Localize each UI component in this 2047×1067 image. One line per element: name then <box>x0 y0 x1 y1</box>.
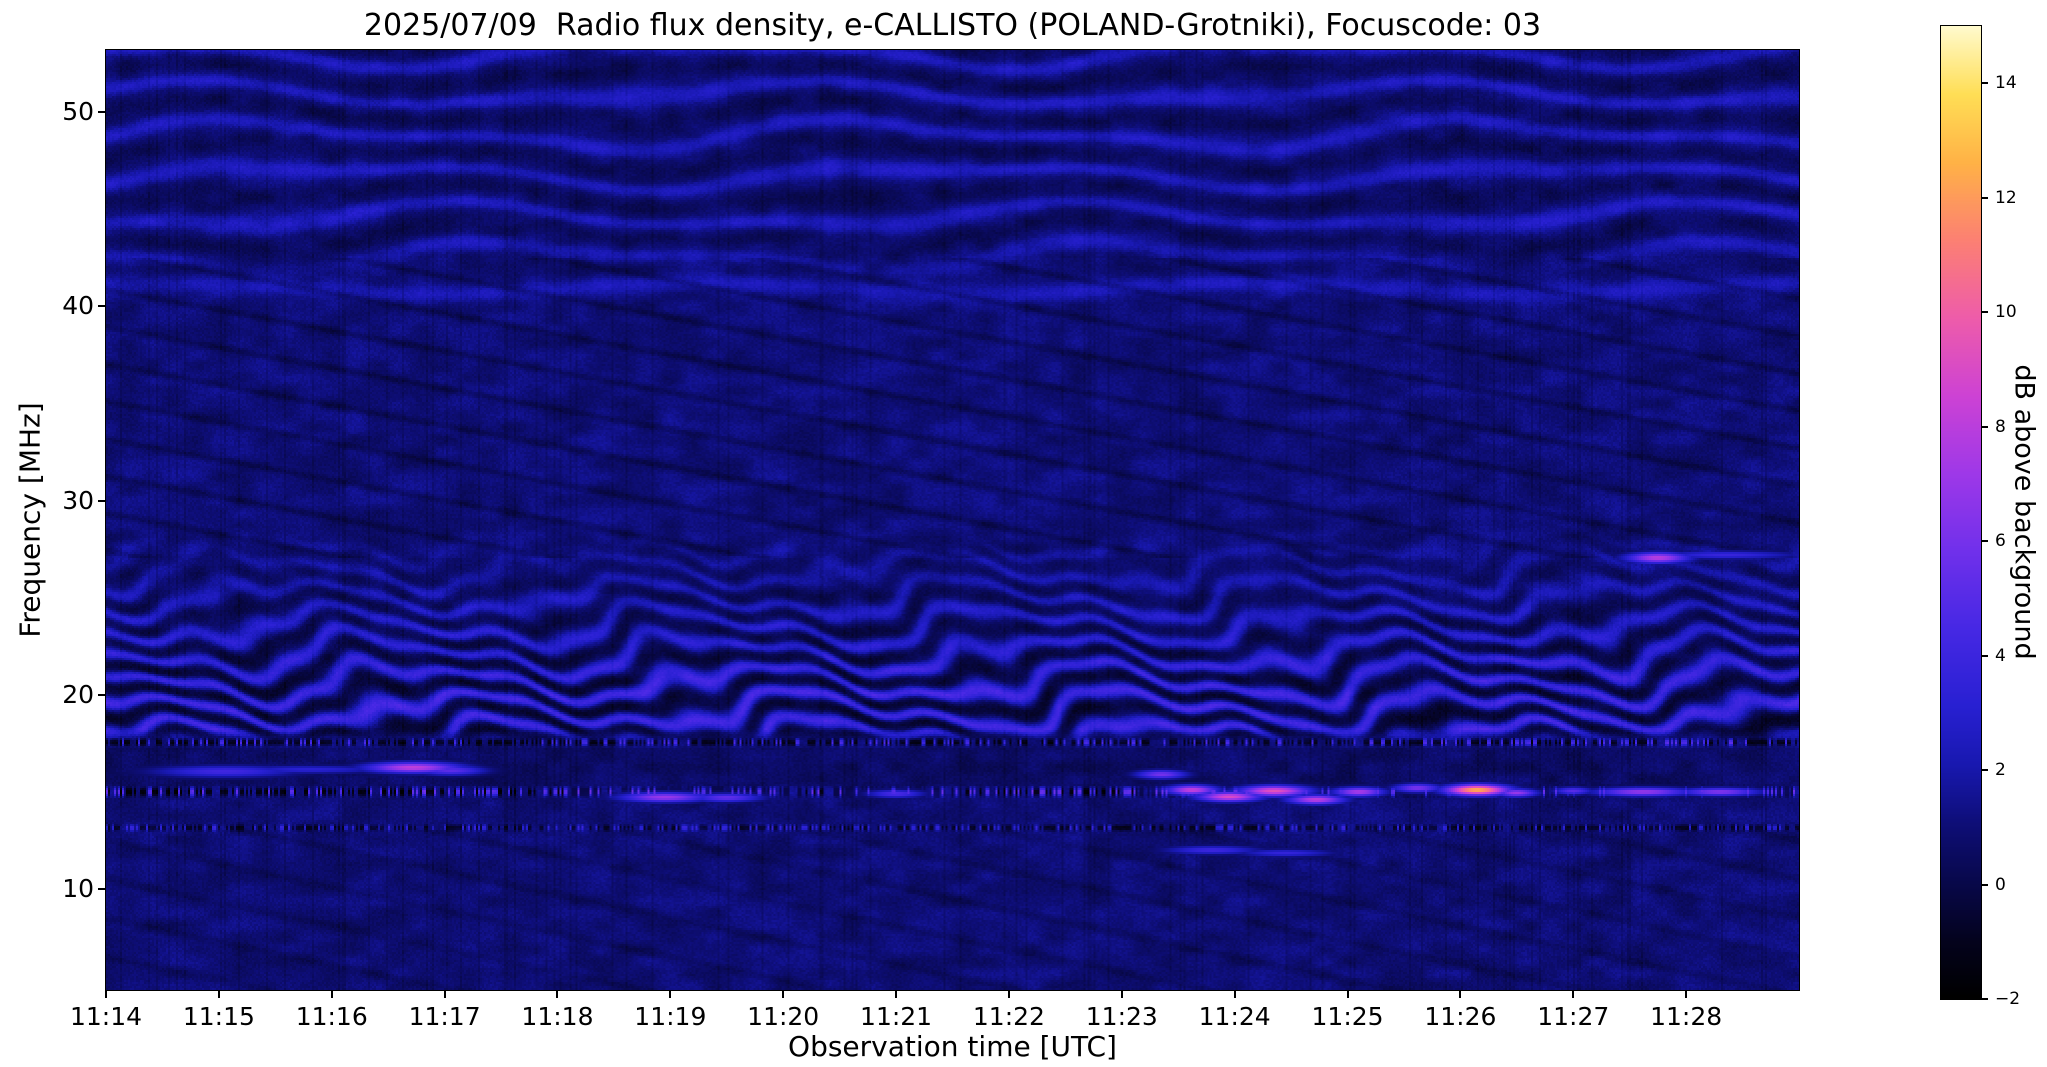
y-tick-label: 20 <box>62 679 94 709</box>
x-tick-label: 11:19 <box>634 1002 707 1031</box>
x-tick-label: 11:25 <box>1311 1002 1384 1031</box>
x-tick-mark <box>105 990 107 998</box>
x-tick-mark <box>1346 990 1349 998</box>
y-tick-mark <box>98 111 106 114</box>
x-tick-mark <box>1120 990 1123 998</box>
x-tick-label: 11:17 <box>408 1002 481 1031</box>
x-tick-label: 11:26 <box>1424 1002 1497 1031</box>
colorbar-tick-mark <box>1981 998 1988 1000</box>
x-tick-mark <box>217 990 220 998</box>
y-tick-mark <box>98 499 106 502</box>
x-tick-label: 11:24 <box>1198 1002 1271 1031</box>
colorbar-tick-label: −2 <box>1995 989 2021 1009</box>
x-tick-mark <box>669 990 672 998</box>
y-tick-mark <box>98 693 106 696</box>
x-tick-label: 11:27 <box>1537 1002 1610 1031</box>
x-tick-mark <box>443 990 446 998</box>
colorbar-label: dB above background <box>2008 364 2040 660</box>
y-tick-label: 40 <box>62 291 94 321</box>
x-tick-mark <box>1233 990 1236 998</box>
colorbar-tick-mark <box>1981 883 1988 886</box>
colorbar-tick-mark <box>1981 82 1988 85</box>
y-tick-mark <box>98 305 106 308</box>
colorbar-tick-label: 4 <box>1995 645 2006 666</box>
x-tick-label: 11:22 <box>972 1002 1045 1031</box>
chart-title: 2025/07/09 Radio flux density, e-CALLIST… <box>363 8 1542 43</box>
y-tick-mark <box>98 888 106 890</box>
x-tick-mark <box>1459 990 1462 998</box>
x-tick-label: 11:14 <box>69 1002 143 1031</box>
x-tick-label: 11:23 <box>1085 1002 1158 1031</box>
colorbar-tick-mark <box>1981 311 1988 314</box>
x-tick-label: 11:15 <box>182 1002 255 1031</box>
x-tick-label: 11:16 <box>295 1002 368 1031</box>
colorbar-tick-label: 0 <box>1995 874 2006 895</box>
colorbar-gradient <box>1941 26 1981 999</box>
colorbar-tick-mark <box>1981 769 1988 772</box>
colorbar-tick-label: 2 <box>1995 760 2006 781</box>
colorbar-tick-label: 12 <box>1995 187 2017 208</box>
x-tick-mark <box>1685 990 1688 998</box>
spectrogram-heatmap <box>106 50 1799 990</box>
y-tick-label: 10 <box>62 874 94 903</box>
colorbar-tick-mark <box>1981 425 1988 428</box>
x-tick-label: 11:20 <box>747 1002 820 1031</box>
x-tick-mark <box>556 990 559 998</box>
x-tick-label: 11:18 <box>521 1002 594 1031</box>
x-tick-mark <box>782 990 785 998</box>
x-axis-label: Observation time [UTC] <box>788 1030 1117 1063</box>
colorbar-tick-label: 6 <box>1995 531 2006 552</box>
x-tick-label: 11:21 <box>860 1002 933 1031</box>
colorbar-tick-mark <box>1981 654 1988 657</box>
x-tick-mark <box>895 990 898 998</box>
y-axis-label: Frequency [MHz] <box>13 402 47 638</box>
colorbar-tick-label: 10 <box>1995 302 2017 323</box>
colorbar-tick-label: 14 <box>1995 73 2017 94</box>
x-tick-mark <box>1007 990 1010 998</box>
x-tick-mark <box>1572 990 1575 998</box>
colorbar-tick-mark <box>1981 540 1988 543</box>
colorbar-tick-mark <box>1981 196 1988 199</box>
y-tick-label: 50 <box>62 97 94 127</box>
x-tick-label: 11:28 <box>1650 1002 1723 1031</box>
x-tick-mark <box>330 990 333 998</box>
colorbar-tick-label: 8 <box>1995 416 2006 437</box>
